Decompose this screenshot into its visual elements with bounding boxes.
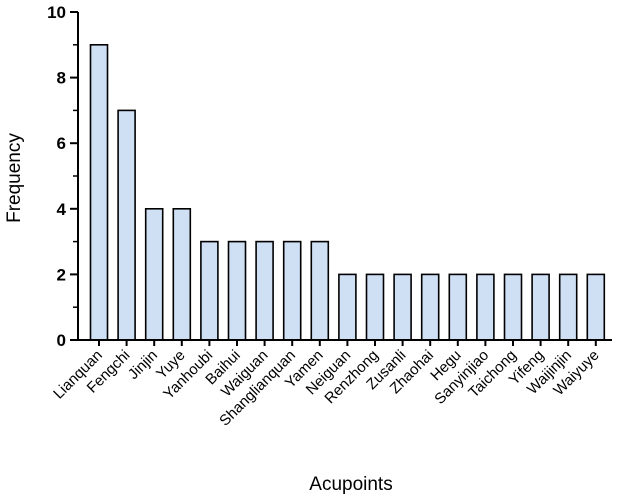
bar-taichong — [503, 273, 523, 341]
bar-waiguan — [255, 240, 274, 341]
bar-yanhoubi — [200, 240, 219, 341]
y-axis-title: Frequency — [4, 133, 25, 223]
y-tick-label-8: 8 — [57, 69, 66, 88]
y-ticks-group: 0 2 4 6 8 10 — [47, 3, 78, 350]
bars-group — [89, 43, 606, 341]
x-axis-title: Acupoints — [309, 474, 392, 495]
bar-zhaohai — [420, 273, 440, 341]
bar-neiguan — [338, 273, 357, 341]
bar-renzhong — [365, 273, 385, 341]
y-tick-label-4: 4 — [57, 200, 67, 219]
bar-lianquan — [89, 43, 109, 341]
bar-yuye — [172, 208, 192, 341]
x-tick-label-jinjin: Jinjin — [125, 347, 161, 383]
bar-fengchi — [117, 109, 136, 341]
bar-hegu — [448, 273, 468, 341]
bar-shanglianquan — [282, 240, 302, 341]
bar-zusanli — [393, 273, 412, 341]
bar-yamen — [310, 240, 330, 341]
bar-waiyuye — [586, 273, 606, 341]
y-tick-label-6: 6 — [57, 134, 66, 153]
bar-sanyinjiao — [476, 273, 495, 341]
bar-yifeng — [531, 273, 550, 341]
y-tick-label-10: 10 — [47, 3, 66, 22]
y-tick-label-0: 0 — [57, 331, 66, 350]
x-tick-labels-group: LianquanFengchiJinjinYuyeYanhoubiBaihuiW… — [50, 340, 603, 430]
bar-waijinjin — [558, 273, 578, 341]
bar-jinjin — [144, 208, 164, 341]
y-tick-label-2: 2 — [57, 265, 66, 284]
bar-baihui — [227, 240, 247, 341]
